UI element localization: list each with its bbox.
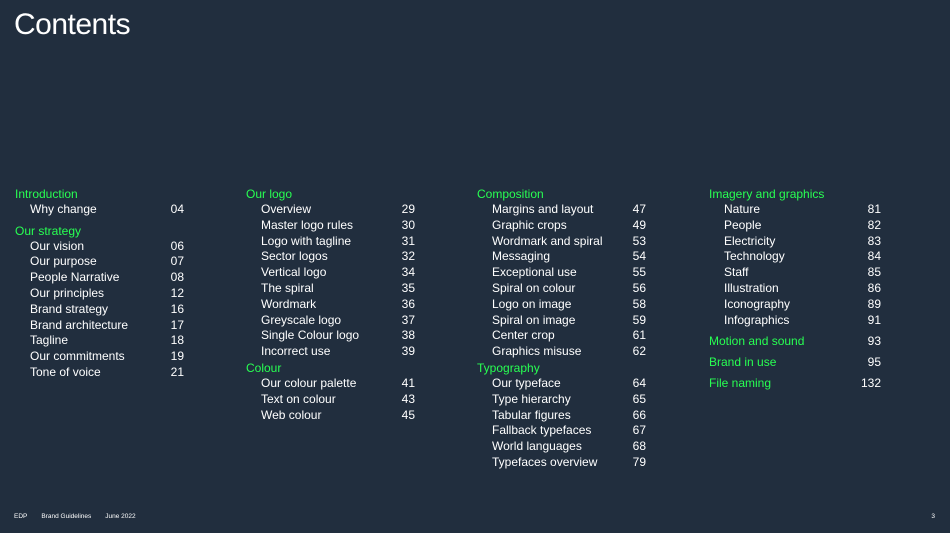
footer-date: June 2022 <box>105 513 136 520</box>
toc-item[interactable]: Vertical logo 34 <box>261 265 415 280</box>
toc-item[interactable]: Type hierarchy 65 <box>492 391 646 406</box>
section-link-motion-and-sound[interactable]: Motion and sound 93 <box>709 333 881 348</box>
toc-item[interactable]: Sector logos 32 <box>261 249 415 264</box>
toc-item[interactable]: Our colour palette 41 <box>261 375 415 390</box>
toc-item[interactable]: Illustration 86 <box>724 280 881 295</box>
section-heading-introduction[interactable]: Introduction <box>15 187 78 201</box>
toc-item[interactable]: People 82 <box>724 217 881 232</box>
toc-item[interactable]: Typefaces overview 79 <box>492 454 646 469</box>
toc-item[interactable]: Master logo rules 30 <box>261 217 415 232</box>
toc-column-4: Imagery and graphics Nature 81 People 82 E… <box>709 186 881 391</box>
toc-item[interactable]: Single Colour logo 38 <box>261 328 415 343</box>
section-link-file-naming[interactable]: File naming 132 <box>709 375 881 390</box>
section-heading-colour[interactable]: Colour <box>246 360 282 375</box>
toc-item[interactable]: Our typeface 64 <box>492 375 646 390</box>
toc-column-1: Introduction Why change 04 Our strategy O… <box>15 186 184 381</box>
toc-item[interactable]: Our purpose 07 <box>30 254 184 269</box>
toc-item[interactable]: Logo with tagline 31 <box>261 233 415 248</box>
toc-item[interactable]: Center crop 61 <box>492 328 646 343</box>
toc-item[interactable]: Spiral on image 59 <box>492 312 646 327</box>
page-title: Contents <box>14 8 131 41</box>
toc-item[interactable]: Graphics misuse 62 <box>492 344 646 359</box>
toc-column-2: Our logo Overview 29 Master logo rules 30 … <box>246 186 415 423</box>
section-heading-our-strategy[interactable]: Our strategy <box>15 223 82 238</box>
toc-item[interactable]: Web colour 45 <box>261 407 415 422</box>
toc-item[interactable]: Nature 81 <box>724 202 881 216</box>
section-link-brand-in-use[interactable]: Brand in use 95 <box>709 354 881 369</box>
toc-item[interactable]: Incorrect use 39 <box>261 344 415 359</box>
toc-item[interactable]: Fallback typefaces 67 <box>492 423 646 438</box>
toc-item[interactable]: Overview 29 <box>261 202 415 216</box>
section-heading-our-logo[interactable]: Our logo <box>246 187 293 201</box>
toc-item[interactable]: Staff 85 <box>724 265 881 280</box>
toc-item[interactable]: Why change 04 <box>30 202 184 216</box>
toc-item[interactable]: Logo on image 58 <box>492 296 646 311</box>
toc-item[interactable]: Electricity 83 <box>724 233 881 248</box>
section-heading-typography[interactable]: Typography <box>477 360 540 375</box>
toc-item[interactable]: Exceptional use 55 <box>492 265 646 280</box>
footer-brand: EDP <box>14 513 28 520</box>
toc-item[interactable]: Brand architecture 17 <box>30 317 184 332</box>
page-number: 3 <box>931 513 935 520</box>
toc-item[interactable]: Tagline 18 <box>30 333 184 348</box>
toc-item[interactable]: Graphic crops 49 <box>492 217 646 232</box>
toc-item[interactable]: Wordmark 36 <box>261 296 415 311</box>
toc-item[interactable]: World languages 68 <box>492 439 646 454</box>
footer-document-title: Brand Guidelines <box>41 513 92 520</box>
section-heading-imagery-and-graphics[interactable]: Imagery and graphics <box>709 187 825 201</box>
toc-item[interactable]: Margins and layout 47 <box>492 202 646 216</box>
toc-item[interactable]: Our commitments 19 <box>30 349 184 364</box>
toc-item[interactable]: Brand strategy 16 <box>30 301 184 316</box>
toc-item[interactable]: Greyscale logo 37 <box>261 312 415 327</box>
toc-item[interactable]: Tabular figures 66 <box>492 407 646 422</box>
toc-item[interactable]: Our principles 12 <box>30 285 184 300</box>
toc-item[interactable]: Messaging 54 <box>492 249 646 264</box>
toc-item[interactable]: Spiral on colour 56 <box>492 280 646 295</box>
toc-item[interactable]: Technology 84 <box>724 249 881 264</box>
section-heading-composition[interactable]: Composition <box>477 187 544 201</box>
toc-item[interactable]: Text on colour 43 <box>261 391 415 406</box>
toc-item[interactable]: Our vision 06 <box>30 238 184 253</box>
footer: EDP Brand Guidelines June 2022 <box>14 513 150 520</box>
toc-item[interactable]: Tone of voice 21 <box>30 364 184 379</box>
toc-item[interactable]: People Narrative 08 <box>30 270 184 285</box>
toc-item[interactable]: The spiral 35 <box>261 280 415 295</box>
toc-item[interactable]: Iconography 89 <box>724 296 881 311</box>
toc-column-3: Composition Margins and layout 47 Graphic… <box>477 186 646 471</box>
toc-item[interactable]: Infographics 91 <box>724 312 881 327</box>
toc-item[interactable]: Wordmark and spiral 53 <box>492 233 646 248</box>
